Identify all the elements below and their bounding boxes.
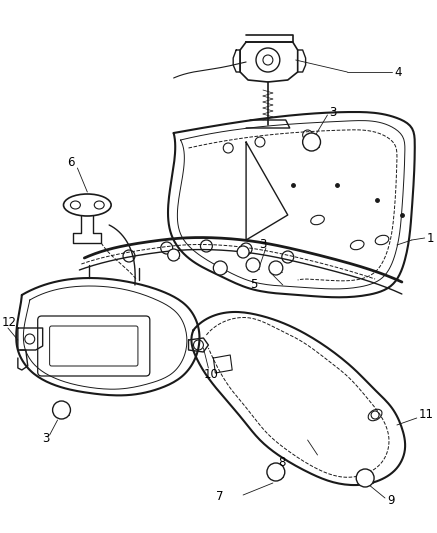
Text: 8: 8 [278, 456, 285, 469]
Circle shape [52, 401, 70, 419]
Circle shape [371, 411, 379, 419]
Text: 9: 9 [387, 494, 395, 506]
Text: 3: 3 [259, 238, 267, 252]
Text: 12: 12 [2, 316, 17, 328]
Text: 4: 4 [394, 66, 402, 78]
Circle shape [168, 249, 180, 261]
Text: 7: 7 [216, 490, 224, 504]
Text: 3: 3 [329, 106, 337, 118]
Circle shape [356, 469, 374, 487]
Circle shape [246, 258, 260, 272]
Text: 3: 3 [42, 432, 49, 445]
Circle shape [267, 463, 285, 481]
Circle shape [303, 133, 320, 151]
Circle shape [237, 246, 249, 258]
Text: 10: 10 [203, 368, 218, 382]
Circle shape [269, 261, 283, 275]
Circle shape [213, 261, 227, 275]
Text: 6: 6 [67, 156, 75, 168]
Text: 5: 5 [250, 279, 257, 292]
Text: 1: 1 [427, 231, 434, 245]
Text: 11: 11 [419, 408, 434, 422]
